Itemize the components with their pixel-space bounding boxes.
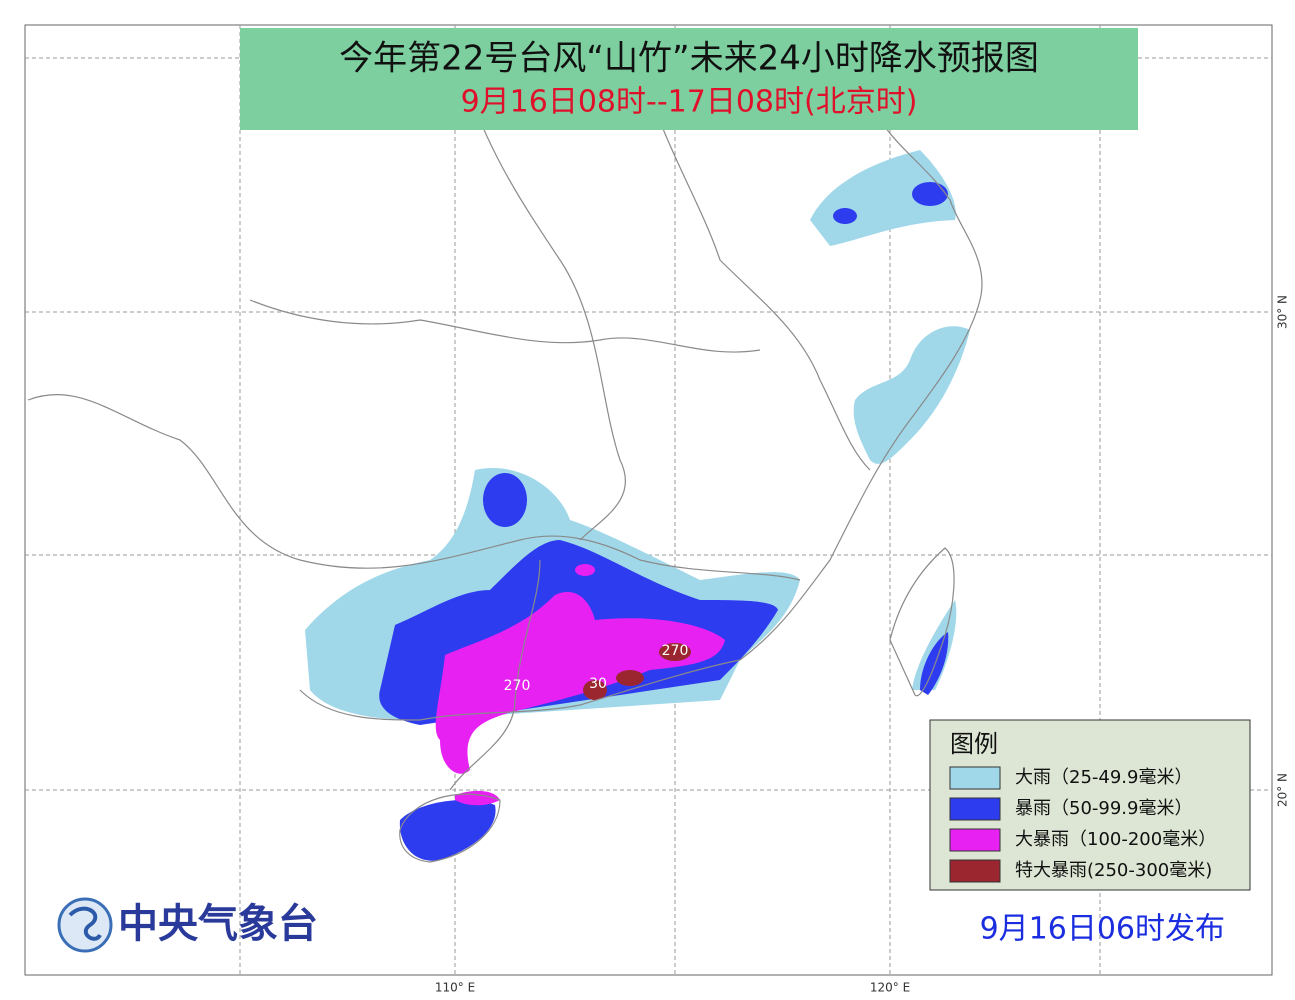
- rain-heavy: [853, 326, 970, 464]
- legend-label: 特大暴雨(250-300毫米): [1015, 860, 1212, 881]
- y-axis-label: 20° N: [1276, 773, 1290, 807]
- rain-extreme: [583, 680, 607, 700]
- rain-extreme: [616, 670, 644, 686]
- legend-swatch: [949, 828, 1001, 852]
- title-box: [240, 28, 1138, 130]
- x-axis-label: 120° E: [870, 981, 910, 995]
- boundaries: [27, 59, 983, 863]
- legend-label: 大暴雨（100-200毫米）: [1015, 829, 1216, 850]
- subtitle: 9月16日08时--17日08时(北京时): [461, 85, 918, 120]
- rain-severe: [575, 564, 595, 576]
- x-axis-label: 110° E: [435, 981, 475, 995]
- publisher: 中央气象台: [118, 901, 318, 947]
- map-label: 270: [504, 678, 531, 694]
- legend-label: 大雨（25-49.9毫米）: [1015, 767, 1192, 788]
- rain-storm: [833, 208, 857, 224]
- legend-title: 图例: [950, 730, 998, 758]
- title: 今年第22号台风“山竹”未来24小时降水预报图: [339, 39, 1039, 79]
- rain-severe: [435, 591, 725, 774]
- issue-time: 9月16日06时发布: [980, 912, 1225, 947]
- legend-swatch: [949, 766, 1001, 790]
- legend: 图例 大雨（25-49.9毫米） 暴雨（50-99.9毫米） 大暴雨（100-200…: [929, 719, 1251, 891]
- legend-label: 暴雨（50-99.9毫米）: [1015, 798, 1192, 819]
- rain-storm: [483, 473, 527, 527]
- rain-extreme: [659, 643, 691, 661]
- legend-swatch: [949, 859, 1001, 883]
- map-label: 30: [589, 676, 607, 692]
- map-label: 270: [662, 643, 689, 659]
- rain-heavy: [912, 600, 957, 690]
- rain-storm: [399, 800, 496, 861]
- rain-storm: [912, 182, 948, 206]
- logo: [57, 897, 113, 953]
- y-axis-label: 30° N: [1276, 295, 1290, 329]
- legend-swatch: [949, 797, 1001, 821]
